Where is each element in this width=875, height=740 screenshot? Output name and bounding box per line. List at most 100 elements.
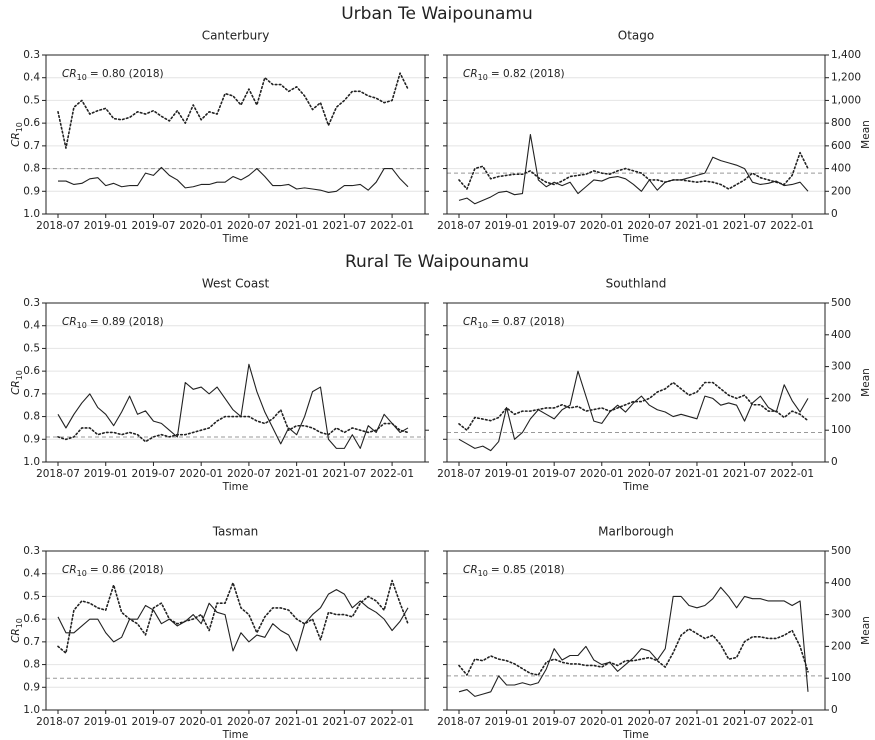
y-tick-label: 0.8 bbox=[23, 163, 40, 175]
annotation-text: = 0.89 (2018) bbox=[90, 316, 164, 328]
y-axis-label-symbol: CR bbox=[10, 132, 22, 147]
x-axis-label: Time bbox=[622, 729, 649, 740]
y-tick-label: 0.4 bbox=[23, 72, 40, 84]
x-axis-label: Time bbox=[222, 481, 249, 493]
y-tick-label: 0.8 bbox=[23, 659, 40, 671]
x-tick-label: 2018-07 bbox=[437, 468, 481, 480]
y-tick-label: 0.6 bbox=[23, 613, 40, 625]
x-tick-label: 2021-01 bbox=[275, 220, 319, 232]
x-tick-label: 2019-07 bbox=[132, 468, 176, 480]
series-line bbox=[458, 628, 809, 676]
y2-tick-label: 200 bbox=[831, 392, 851, 404]
plot-frame bbox=[45, 54, 426, 215]
y2-axis-label: Mean bbox=[860, 368, 872, 397]
annotation-subscript: 10 bbox=[478, 569, 488, 578]
y-axis-label-subscript: 10 bbox=[15, 122, 24, 132]
x-tick-label: 2019-01 bbox=[84, 220, 128, 232]
plot-frame bbox=[45, 550, 426, 711]
y-tick-label: 0.7 bbox=[23, 388, 40, 400]
x-tick-label: 2021-07 bbox=[322, 220, 366, 232]
annotation-text: = 0.86 (2018) bbox=[90, 564, 164, 576]
annotation-subscript: 10 bbox=[478, 73, 488, 82]
y-tick-label: 0.5 bbox=[23, 342, 40, 354]
annotation-subscript: 10 bbox=[478, 321, 488, 330]
x-tick-label: 2021-07 bbox=[723, 716, 767, 728]
y-tick-label: 0.9 bbox=[23, 185, 40, 197]
x-tick-label: 2020-01 bbox=[179, 220, 223, 232]
x-tick-label: 2020-07 bbox=[627, 220, 671, 232]
x-tick-label: 2021-01 bbox=[675, 468, 719, 480]
x-tick-label: 2019-07 bbox=[532, 716, 576, 728]
panel-title: Otago bbox=[618, 29, 654, 43]
y2-tick-label: 400 bbox=[831, 163, 851, 175]
x-tick-label: 2021-07 bbox=[723, 468, 767, 480]
x-tick-label: 2019-01 bbox=[485, 220, 529, 232]
y2-tick-label: 0 bbox=[831, 456, 838, 468]
annotation: CR10 = 0.87 (2018) bbox=[463, 316, 565, 330]
annotation-text: = 0.87 (2018) bbox=[491, 316, 565, 328]
plot-frame bbox=[446, 302, 826, 463]
series-line bbox=[57, 579, 409, 654]
annotation-text: = 0.85 (2018) bbox=[491, 564, 565, 576]
section-title: Urban Te Waipounamu bbox=[341, 4, 533, 24]
y-tick-label: 1.0 bbox=[23, 456, 40, 468]
x-tick-label: 2020-07 bbox=[227, 220, 271, 232]
annotation: CR10 = 0.86 (2018) bbox=[62, 564, 164, 578]
annotation-symbol: CR bbox=[463, 68, 478, 80]
x-tick-label: 2018-07 bbox=[36, 220, 80, 232]
series-line bbox=[458, 381, 809, 431]
y-tick-label: 0.5 bbox=[23, 94, 40, 106]
y2-tick-label: 100 bbox=[831, 424, 851, 436]
y-tick-label: 0.9 bbox=[23, 681, 40, 693]
y-tick-label: 0.4 bbox=[23, 568, 40, 580]
y2-tick-label: 500 bbox=[831, 545, 851, 557]
series-line bbox=[57, 72, 409, 149]
x-tick-label: 2020-07 bbox=[627, 468, 671, 480]
y-tick-label: 0.3 bbox=[23, 297, 40, 309]
y2-tick-label: 300 bbox=[831, 609, 851, 621]
annotation-subscript: 10 bbox=[77, 321, 87, 330]
annotation: CR10 = 0.85 (2018) bbox=[463, 564, 565, 578]
y-tick-label: 0.6 bbox=[23, 117, 40, 129]
panel-title: Southland bbox=[606, 277, 667, 291]
x-tick-label: 2022-01 bbox=[770, 220, 814, 232]
series-line bbox=[458, 151, 809, 190]
x-tick-label: 2022-01 bbox=[370, 716, 414, 728]
x-tick-label: 2020-07 bbox=[227, 716, 271, 728]
series-line bbox=[58, 166, 409, 193]
x-axis-label: Time bbox=[222, 729, 249, 740]
y-tick-label: 0.7 bbox=[23, 636, 40, 648]
y-axis-label: CR10 bbox=[10, 122, 24, 147]
x-tick-label: 2022-01 bbox=[770, 468, 814, 480]
x-tick-label: 2019-01 bbox=[485, 468, 529, 480]
annotation-symbol: CR bbox=[62, 316, 77, 328]
plot-frame bbox=[45, 302, 426, 463]
x-tick-label: 2022-01 bbox=[370, 468, 414, 480]
annotation: CR10 = 0.89 (2018) bbox=[62, 316, 164, 330]
y-axis-label-symbol: CR bbox=[10, 628, 22, 643]
x-tick-label: 2021-01 bbox=[675, 716, 719, 728]
annotation-text: = 0.80 (2018) bbox=[90, 68, 164, 80]
annotation-symbol: CR bbox=[463, 316, 478, 328]
x-tick-label: 2021-01 bbox=[675, 220, 719, 232]
x-tick-label: 2019-07 bbox=[532, 468, 576, 480]
y-tick-label: 0.8 bbox=[23, 411, 40, 423]
x-tick-label: 2021-01 bbox=[275, 468, 319, 480]
x-tick-label: 2019-07 bbox=[132, 716, 176, 728]
y-tick-label: 0.3 bbox=[23, 49, 40, 61]
y-tick-label: 0.6 bbox=[23, 365, 40, 377]
x-tick-label: 2020-07 bbox=[227, 468, 271, 480]
plot-frame bbox=[446, 550, 826, 711]
x-tick-label: 2020-01 bbox=[179, 468, 223, 480]
x-tick-label: 2019-01 bbox=[84, 716, 128, 728]
y2-tick-label: 0 bbox=[831, 704, 838, 716]
y2-axis-label: Mean bbox=[860, 616, 872, 645]
annotation-subscript: 10 bbox=[77, 73, 87, 82]
series-line bbox=[458, 586, 809, 697]
y-tick-label: 0.7 bbox=[23, 140, 40, 152]
y2-tick-label: 1,400 bbox=[831, 49, 861, 61]
annotation-symbol: CR bbox=[463, 564, 478, 576]
y2-tick-label: 400 bbox=[831, 577, 851, 589]
